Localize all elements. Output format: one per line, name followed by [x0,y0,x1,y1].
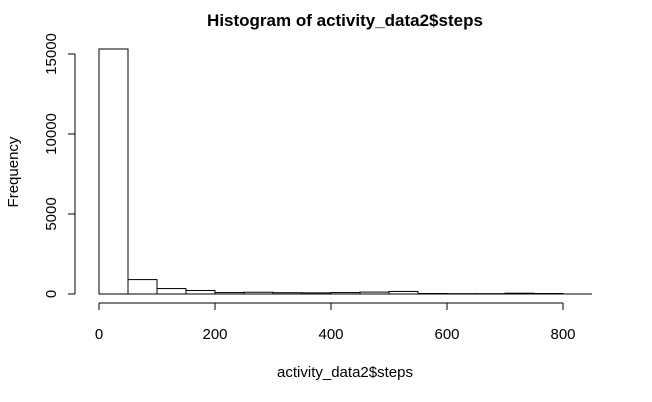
x-tick-label: 400 [318,326,343,343]
x-tick-label: 200 [202,326,227,343]
y-tick-label: 0 [43,290,60,298]
y-axis-label: Frequency [5,136,22,207]
x-tick-label: 0 [95,326,103,343]
chart-title: Histogram of activity_data2$steps [207,11,483,30]
histogram-bar [98,48,129,295]
y-tick-label: 15000 [43,33,60,75]
bars-group [98,48,564,295]
x-axis-label: activity_data2$steps [277,364,413,381]
x-tick-label: 800 [550,326,575,343]
y-axis: 0 5000 10000 15000 [43,33,76,298]
histogram-bar [185,289,216,295]
y-tick-label: 5000 [43,197,60,230]
x-tick-label: 600 [434,326,459,343]
histogram-bar [127,279,158,295]
y-tick-label: 10000 [43,113,60,155]
x-axis: 0 200 400 600 800 [95,293,592,343]
histogram-bar [156,288,187,295]
